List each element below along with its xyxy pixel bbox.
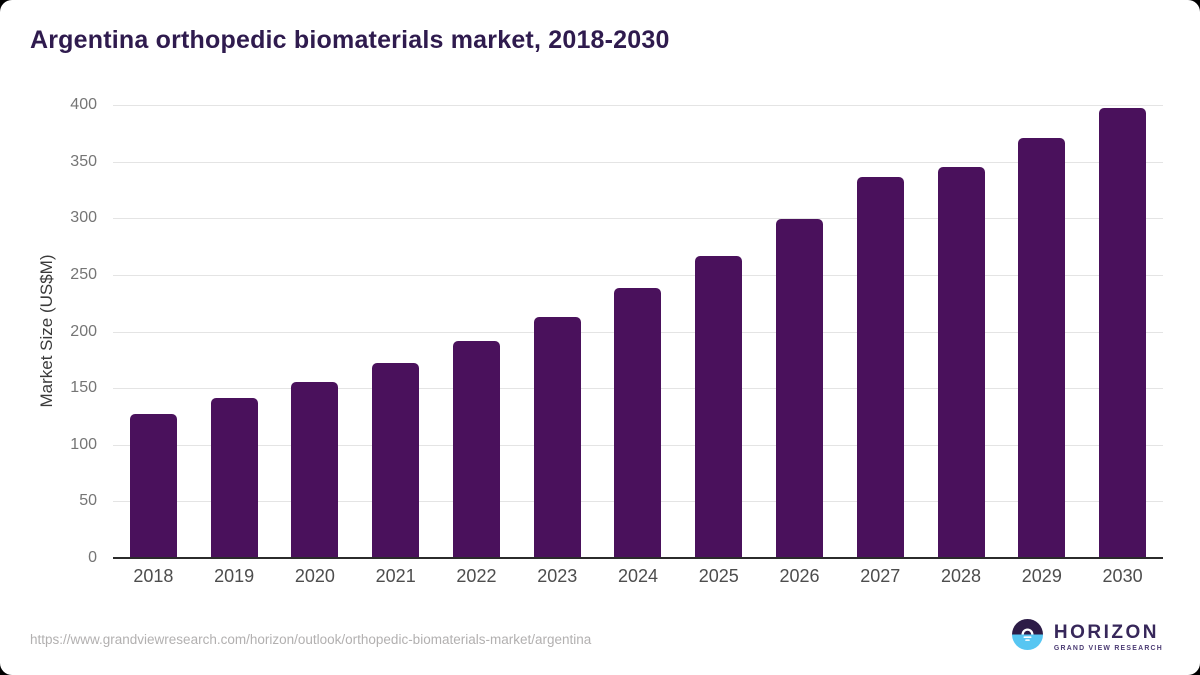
bar-column-2027 [840,105,921,558]
bar-column-2022 [436,105,517,558]
y-tick-label-300: 300 [70,209,97,227]
y-tick-label-100: 100 [70,435,97,453]
bar-2026 [776,219,823,558]
source-url: https://www.grandviewresearch.com/horizo… [30,632,592,647]
x-tick-label-2022: 2022 [456,566,497,586]
bar-series [113,105,1163,558]
bar-column-2020 [275,105,356,558]
bar-column-2023 [517,105,598,558]
bar-2021 [372,363,420,558]
chart-title: Argentina orthopedic biomaterials market… [30,26,670,54]
y-tick-label-250: 250 [70,265,97,283]
y-tick-label-50: 50 [79,492,97,510]
x-tick-label-2029: 2029 [1021,566,1062,586]
bar-column-2026 [759,105,840,558]
bar-2022 [452,340,500,558]
bar-2020 [291,382,339,558]
x-tick-label-2023: 2023 [537,566,578,586]
y-tick-label-200: 200 [70,322,97,340]
bar-2027 [856,177,904,558]
y-tick-label-400: 400 [70,96,97,113]
x-tick-label-2027: 2027 [860,566,901,586]
x-axis-labels: 2018 2019 2020 2021 2022 2023 2024 2025 2026 2027… [113,566,1163,587]
y-tick-label-150: 150 [70,379,97,397]
gridline-300 [113,218,1163,220]
bar-2029 [1018,137,1066,558]
x-tick-label-2021: 2021 [375,566,416,586]
bar-2023 [533,316,581,558]
bar-column-2019 [194,105,275,558]
bar-2028 [937,167,985,558]
bar-column-2028 [921,105,1002,558]
x-tick-label-2030: 2030 [1102,566,1143,586]
gridline-250 [113,274,1163,276]
bar-column-2021 [355,105,436,558]
bar-2018 [129,414,177,558]
y-tick-label-350: 350 [70,152,97,170]
bar-2019 [210,398,258,558]
bar-column-2025 [678,105,759,558]
x-axis-line [113,557,1163,559]
x-tick-label-2019: 2019 [214,566,255,586]
plot-area: 0 50 100 150 200 250 300 350 400 [70,96,1163,566]
brand-logo: HORIZON GRAND VIEW RESEARCH [1011,619,1163,655]
horizon-logo-icon [1011,619,1043,655]
bar-2025 [695,255,743,558]
bar-column-2030 [1082,105,1163,558]
bar-2030 [1099,108,1147,558]
x-tick-label-2020: 2020 [294,566,335,586]
logo-text: HORIZON GRAND VIEW RESEARCH [1054,623,1163,652]
gridline-350 [113,161,1163,163]
gridline-400 [113,105,1163,106]
x-tick-label-2018: 2018 [133,566,174,586]
logo-sub-brand: GRAND VIEW RESEARCH [1053,644,1163,652]
x-tick-label-2026: 2026 [779,566,820,586]
y-axis-title: Market Size (US$M) [37,254,56,408]
logo-brand-name: HORIZON [1053,621,1159,643]
bar-column-2024 [598,105,679,558]
x-tick-label-2024: 2024 [617,566,658,586]
bar-2024 [614,288,662,558]
x-tick-label-2025: 2025 [698,566,739,586]
x-tick-label-2028: 2028 [941,566,982,586]
y-tick-label-0: 0 [88,549,97,566]
bar-column-2029 [1001,105,1082,558]
bar-column-2018 [113,105,194,558]
